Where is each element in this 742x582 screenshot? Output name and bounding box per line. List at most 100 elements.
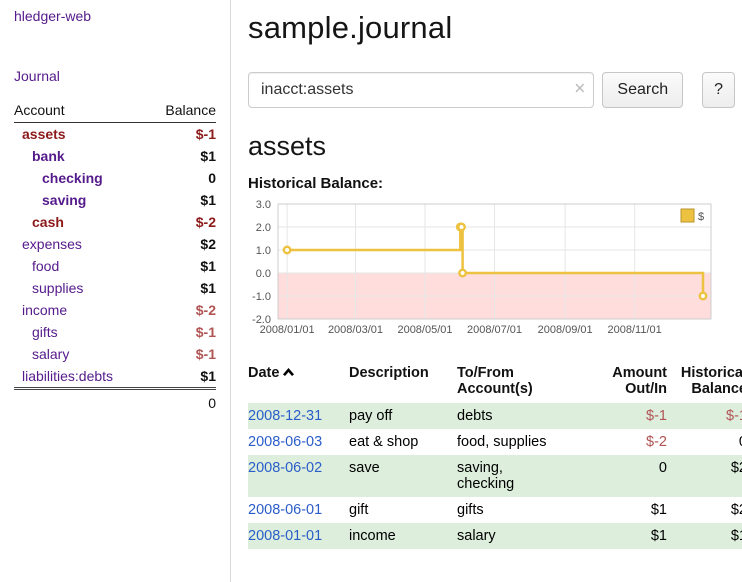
accounts-header-account: Account xyxy=(14,100,148,123)
accounts-header-row: Account Balance xyxy=(14,100,216,123)
register-row: 2008-06-01 gift gifts $1 $2 xyxy=(248,497,742,523)
app-title-link[interactable]: hledger-web xyxy=(14,8,92,24)
search-button[interactable]: Search xyxy=(602,72,684,108)
account-row: supplies $1 xyxy=(14,277,216,299)
account-row: gifts $-1 xyxy=(14,321,216,343)
transaction-date-cell: 2008-12-31 xyxy=(248,403,349,429)
sort-ascending-icon xyxy=(283,368,295,377)
account-link[interactable]: gifts xyxy=(32,324,58,340)
account-balance: $1 xyxy=(200,192,216,208)
account-balance: $-2 xyxy=(195,302,216,318)
account-balance: $-1 xyxy=(195,126,216,142)
register-row: 2008-06-03 eat & shop food, supplies $-20 xyxy=(248,429,742,455)
register-header-row: Date Description To/From Account(s) Amou… xyxy=(248,363,742,403)
chart-title: Historical Balance: xyxy=(248,175,384,192)
sort-by-date-link[interactable]: Date xyxy=(248,365,280,381)
account-balance: $1 xyxy=(200,280,216,296)
x-tick-label: 2008/01/01 xyxy=(260,324,315,336)
account-balance: $-1 xyxy=(195,324,216,340)
transaction-amount: $1 xyxy=(650,502,667,518)
account-row: bank $1 xyxy=(14,145,216,167)
transaction-date-link[interactable]: 2008-06-03 xyxy=(248,434,323,450)
account-row: salary $-1 xyxy=(14,343,216,365)
transaction-date-link[interactable]: 2008-06-02 xyxy=(248,460,323,476)
account-link[interactable]: assets xyxy=(22,126,66,142)
accounts-table-body: assets $-1 bank $1 checking 0 saving $1 cash $-2 e… xyxy=(14,123,216,389)
transaction-balance: 0 xyxy=(671,429,742,455)
transaction-amount: 0 xyxy=(591,455,671,497)
account-name-cell: income xyxy=(14,299,148,321)
transaction-balance: $-1 xyxy=(671,403,742,429)
transaction-accounts: gifts xyxy=(457,502,484,518)
data-point-marker xyxy=(458,268,468,278)
account-name-cell: salary xyxy=(14,343,148,365)
transaction-description: income xyxy=(349,523,457,549)
account-balance: 0 xyxy=(208,170,216,186)
account-row: food $1 xyxy=(14,255,216,277)
sidebar: hledger-web Journal Account Balance asse… xyxy=(0,0,231,582)
transaction-date-link[interactable]: 2008-06-01 xyxy=(248,502,323,518)
transaction-amount: $-1 xyxy=(591,403,671,429)
account-link[interactable]: cash xyxy=(32,214,64,230)
account-balance: $-1 xyxy=(195,346,216,362)
account-link[interactable]: saving xyxy=(42,192,87,208)
transaction-amount: $-2 xyxy=(646,434,667,450)
transaction-description: save xyxy=(349,455,457,497)
y-tick-label: 1.0 xyxy=(256,245,271,257)
account-row: cash $-2 xyxy=(14,211,216,233)
account-balance: $-2 xyxy=(195,214,216,230)
account-row: assets $-1 xyxy=(14,123,216,146)
account-link[interactable]: income xyxy=(22,302,68,318)
account-balance: $1 xyxy=(200,368,216,384)
x-tick-label: 2008/05/01 xyxy=(397,324,452,336)
clear-search-icon[interactable]: × xyxy=(574,78,586,100)
help-button[interactable]: ? xyxy=(702,72,735,108)
data-point-marker xyxy=(282,245,292,255)
transaction-accounts: food, supplies xyxy=(457,434,547,450)
transaction-description: eat & shop xyxy=(349,434,419,450)
account-name-cell: cash xyxy=(14,211,148,233)
accounts-header-balance: Balance xyxy=(147,100,216,123)
register-header-date: Date xyxy=(248,363,349,403)
accounts-total-spacer xyxy=(14,387,148,414)
account-balance: $1 xyxy=(200,148,216,164)
account-name-cell: expenses xyxy=(14,233,148,255)
transaction-description: gift xyxy=(349,502,369,518)
transaction-amount: $1 xyxy=(591,523,671,549)
transaction-date-cell: 2008-06-02 xyxy=(248,455,349,497)
account-link[interactable]: food xyxy=(32,258,60,274)
search-input[interactable] xyxy=(248,72,595,108)
y-tick-label: 0.0 xyxy=(256,268,271,280)
account-row: expenses $2 xyxy=(14,233,216,255)
transaction-description: pay off xyxy=(349,403,457,429)
x-tick-label: 2008/09/01 xyxy=(538,324,593,336)
register-header-accounts: To/From Account(s) xyxy=(457,365,533,397)
transaction-accounts: saving, checking xyxy=(457,455,591,497)
accounts-table: Account Balance assets $-1 bank $1 checking 0… xyxy=(14,100,216,414)
account-row: income $-2 xyxy=(14,299,216,321)
transaction-date-link[interactable]: 2008-12-31 xyxy=(248,408,323,424)
x-tick-label: 2008/11/01 xyxy=(608,324,662,336)
transaction-balance: $2 xyxy=(730,502,742,518)
account-link[interactable]: bank xyxy=(32,148,65,164)
transaction-accounts: debts xyxy=(457,403,591,429)
account-name-cell: food xyxy=(14,255,148,277)
sidebar-item-journal[interactable]: Journal xyxy=(14,68,60,84)
transaction-date-link[interactable]: 2008-01-01 xyxy=(248,528,323,544)
account-link[interactable]: liabilities:debts xyxy=(22,368,114,384)
search-input-wrap: × xyxy=(248,72,595,108)
account-row: liabilities:debts $1 xyxy=(14,365,216,389)
register-header-amount: Amount Out/In xyxy=(612,365,667,397)
y-tick-label: -1.0 xyxy=(252,291,271,303)
account-link[interactable]: salary xyxy=(32,346,70,362)
account-name-cell: supplies xyxy=(14,277,148,299)
transaction-date-cell: 2008-06-03 xyxy=(248,429,349,455)
account-link[interactable]: expenses xyxy=(22,236,82,252)
account-link[interactable]: supplies xyxy=(32,280,84,296)
historical-balance-chart: 3.0 2.0 1.0 0.0 -1.0 -2.0 2008/01/01 2008/03/01… xyxy=(248,198,735,348)
account-link[interactable]: checking xyxy=(42,170,103,186)
transaction-accounts: salary xyxy=(457,523,591,549)
